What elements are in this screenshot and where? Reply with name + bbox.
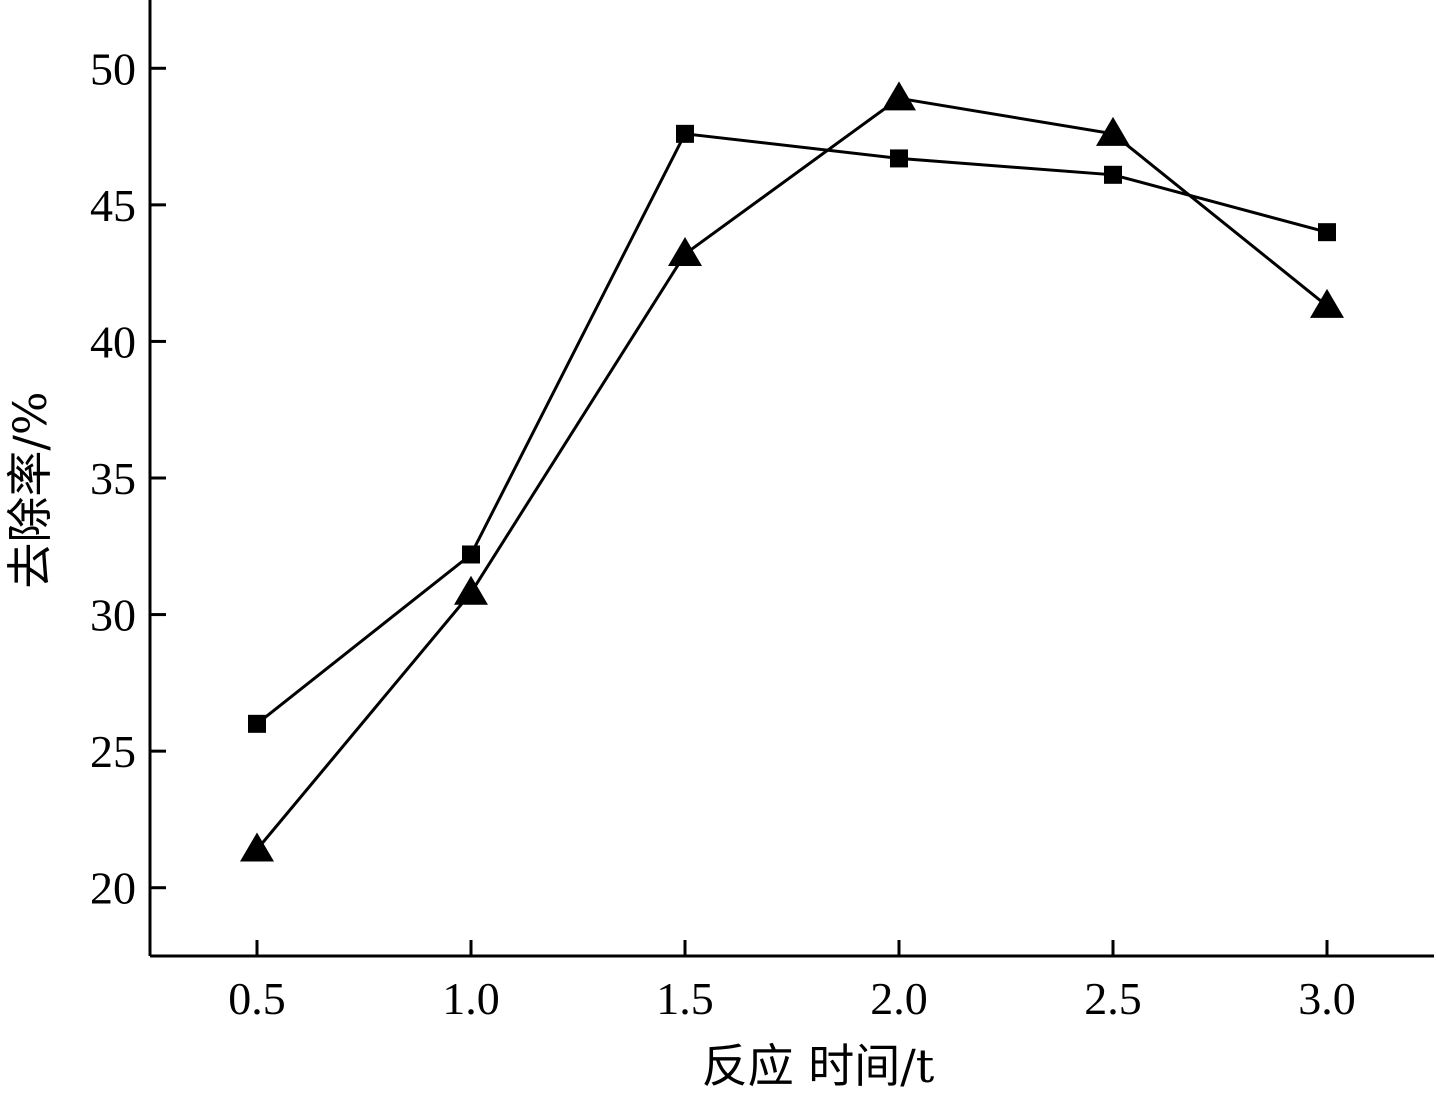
y-tick-label: 45: [90, 180, 136, 231]
series-line-triangle: [255, 96, 1328, 851]
x-tick-label: 1.5: [656, 973, 714, 1024]
x-tick-label: 1.0: [442, 973, 500, 1024]
data-point-square: [248, 714, 266, 733]
series-line-square: [256, 132, 1328, 725]
axes: [148, 0, 1434, 958]
x-tick-label: 2.5: [1084, 973, 1142, 1024]
y-tick-label: 30: [90, 590, 136, 641]
data-point-triangle: [1310, 288, 1344, 318]
x-axis-title: 反应 时间/t: [702, 1039, 935, 1093]
y-tick-label: 25: [90, 726, 136, 777]
data-point-triangle: [1096, 116, 1130, 146]
series-markers: [240, 81, 1344, 862]
x-tick-label: 2.0: [870, 973, 928, 1024]
x-tick-label: 3.0: [1298, 973, 1356, 1024]
data-point-triangle: [240, 832, 274, 862]
x-tick-label: 0.5: [228, 973, 286, 1024]
y-tick-label: 40: [90, 316, 136, 367]
y-tick-label: 35: [90, 453, 136, 504]
data-point-square: [676, 124, 694, 143]
y-tick-label: 50: [90, 43, 136, 94]
data-point-triangle: [454, 575, 488, 605]
data-point-square: [1318, 223, 1336, 242]
y-axis-title: 去除率/%: [3, 391, 57, 588]
axis-labels: 反应 时间/t 去除率/% 20 25 30 35 40 45 50 0.5 1.0 1.5 2.0…: [3, 43, 1356, 1093]
data-point-square: [890, 149, 908, 168]
data-point-square: [1104, 165, 1122, 184]
series-lines: [255, 96, 1328, 851]
data-point-square: [462, 545, 480, 564]
y-tick-label: 20: [90, 863, 136, 914]
data-point-triangle: [668, 237, 702, 267]
data-point-triangle: [882, 81, 916, 111]
